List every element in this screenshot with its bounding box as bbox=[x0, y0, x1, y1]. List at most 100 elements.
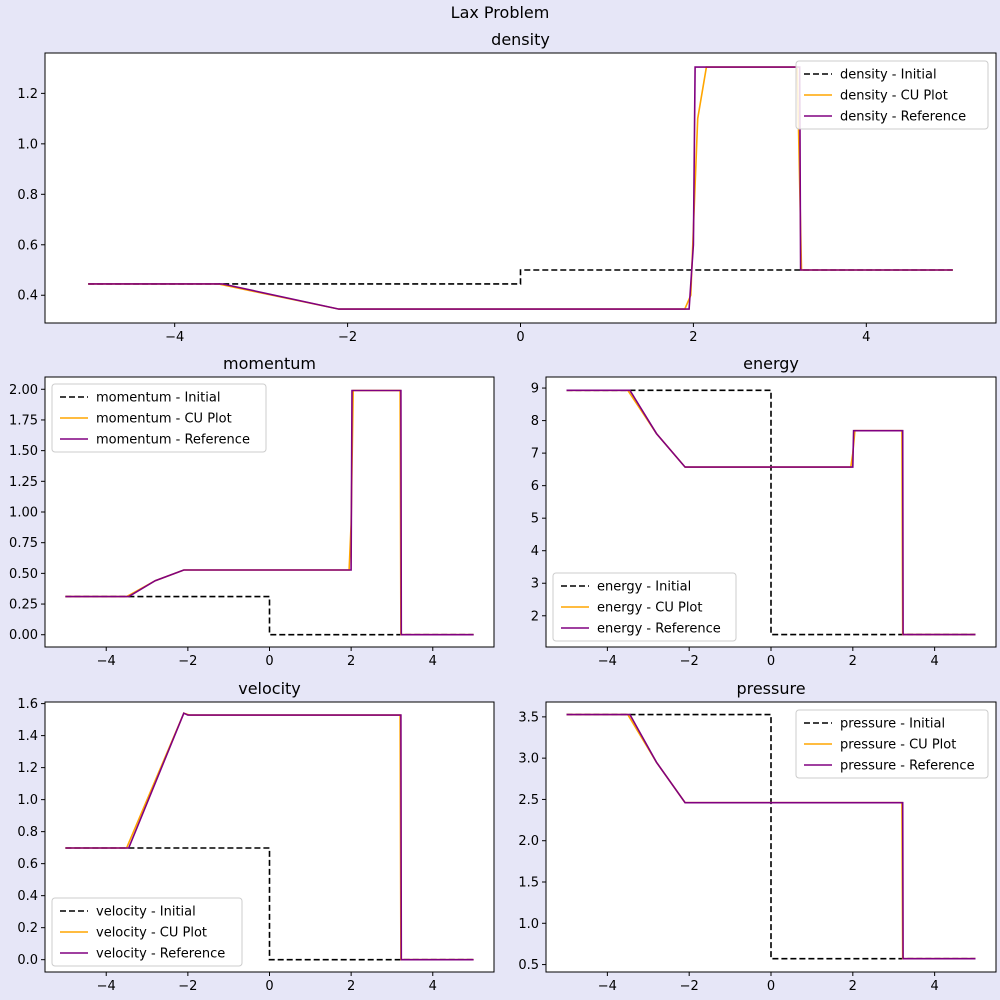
y-tick-label: 8 bbox=[531, 414, 539, 429]
legend-label: density - Reference bbox=[840, 110, 966, 125]
figure-title: Lax Problem bbox=[451, 3, 550, 22]
x-tick-label: 0 bbox=[767, 979, 775, 994]
x-tick-label: 4 bbox=[930, 654, 938, 669]
legend-label: velocity - Initial bbox=[96, 905, 196, 920]
legend-label: momentum - Reference bbox=[96, 433, 250, 448]
y-tick-label: 0.8 bbox=[17, 825, 38, 840]
x-tick-label: 4 bbox=[429, 654, 437, 669]
chart-density: density −4 −2 0 2 4 0.4 0.6 0.8 1.0 1.2 density - I… bbox=[17, 30, 997, 345]
y-tick-label: 0.0 bbox=[17, 953, 38, 968]
series-line-reference bbox=[65, 712, 474, 961]
legend-label: velocity - CU Plot bbox=[96, 926, 207, 941]
legend-box bbox=[795, 60, 989, 130]
axes-frame bbox=[44, 701, 495, 973]
x-tick-label: 2 bbox=[689, 330, 697, 345]
y-tick-label: 4 bbox=[531, 544, 539, 559]
legend-box bbox=[552, 572, 737, 642]
axes-frame bbox=[545, 376, 997, 648]
y-tick-label: 1.4 bbox=[17, 729, 38, 744]
y-tick-label: 0.5 bbox=[518, 958, 539, 973]
x-tick-label: 4 bbox=[930, 979, 938, 994]
y-tick-label: 1.0 bbox=[518, 917, 539, 932]
legend: momentum - Initial momentum - CU Plot mome… bbox=[51, 383, 267, 453]
series-line-reference bbox=[566, 389, 976, 636]
legend-box bbox=[795, 709, 989, 779]
y-tick-label: 1.5 bbox=[518, 876, 539, 891]
y-tick-label: 0.75 bbox=[9, 536, 38, 551]
y-tick-label: 0.50 bbox=[9, 567, 38, 582]
legend-label: momentum - CU Plot bbox=[96, 412, 232, 427]
x-tick-label: 0 bbox=[516, 330, 524, 345]
x-tick-label: 2 bbox=[849, 654, 857, 669]
legend-label: pressure - CU Plot bbox=[840, 738, 956, 753]
y-tick-label: 1.0 bbox=[17, 137, 38, 152]
x-tick-label: −2 bbox=[338, 330, 357, 345]
series-line-reference bbox=[88, 66, 953, 310]
y-tick-label: 0.2 bbox=[17, 921, 38, 936]
series-line-initial bbox=[566, 389, 976, 636]
chart-pressure: pressure −4 −2 0 2 4 0.5 1.0 1.5 2.0 2.5 3.0 3.5 pres… bbox=[518, 679, 997, 994]
legend-label: energy - Initial bbox=[597, 580, 691, 595]
x-tick-label: 0 bbox=[767, 654, 775, 669]
chart-title: velocity bbox=[238, 679, 301, 698]
y-tick-label: 1.0 bbox=[17, 793, 38, 808]
chart-title: momentum bbox=[223, 354, 316, 373]
x-tick-label: −4 bbox=[165, 330, 184, 345]
legend: velocity - Initial velocity - CU Plot velo… bbox=[51, 897, 243, 967]
chart-title: density bbox=[491, 30, 550, 49]
axes-frame bbox=[545, 701, 997, 973]
x-tick-label: −2 bbox=[680, 979, 699, 994]
y-tick-label: 3 bbox=[531, 577, 539, 592]
legend-label: pressure - Initial bbox=[840, 717, 945, 732]
y-tick-label: 0.6 bbox=[17, 238, 38, 253]
legend-label: energy - Reference bbox=[597, 622, 721, 637]
series-line-initial bbox=[65, 847, 474, 961]
series-line-initial bbox=[88, 269, 953, 285]
y-tick-label: 1.2 bbox=[17, 761, 38, 776]
legend-label: momentum - Initial bbox=[96, 391, 220, 406]
chart-momentum: momentum −4 −2 0 2 4 0.00 0.25 0.50 0.75 1.00 1.25 1… bbox=[9, 354, 495, 669]
x-tick-label: −2 bbox=[178, 654, 197, 669]
y-tick-label: 1.00 bbox=[9, 506, 38, 521]
y-tick-label: 0.4 bbox=[17, 889, 38, 904]
legend: energy - Initial energy - CU Plot energy -… bbox=[552, 572, 737, 642]
x-tick-label: −4 bbox=[97, 654, 116, 669]
y-tick-label: 0.8 bbox=[17, 188, 38, 203]
x-tick-label: 0 bbox=[265, 654, 273, 669]
y-tick-label: 9 bbox=[531, 382, 539, 397]
y-tick-label: 3.5 bbox=[518, 710, 539, 725]
series-line-reference bbox=[566, 713, 976, 960]
x-tick-label: 2 bbox=[347, 979, 355, 994]
y-tick-label: 0.4 bbox=[17, 289, 38, 304]
y-tick-label: 1.50 bbox=[9, 444, 38, 459]
y-tick-label: 0.25 bbox=[9, 598, 38, 613]
x-tick-label: −4 bbox=[598, 979, 617, 994]
y-tick-label: 2.00 bbox=[9, 383, 38, 398]
legend-label: density - Initial bbox=[840, 68, 937, 83]
y-tick-label: 1.75 bbox=[9, 413, 38, 428]
y-tick-label: 5 bbox=[531, 512, 539, 527]
y-tick-label: 2 bbox=[531, 609, 539, 624]
series-line-initial bbox=[65, 595, 474, 636]
axes-frame bbox=[44, 52, 997, 324]
y-tick-label: 7 bbox=[531, 447, 539, 462]
legend: density - Initial density - CU Plot densit… bbox=[795, 60, 989, 130]
y-tick-label: 6 bbox=[531, 479, 539, 494]
series-line-initial bbox=[566, 713, 976, 960]
series-line-reference bbox=[65, 389, 474, 636]
legend-box bbox=[51, 897, 243, 967]
chart-title: energy bbox=[743, 354, 799, 373]
chart-velocity: velocity −4 −2 0 2 4 0.0 0.2 0.4 0.6 0.8 1.0 1.2 1.4 1… bbox=[17, 679, 495, 994]
x-tick-label: −4 bbox=[97, 979, 116, 994]
legend: pressure - Initial pressure - CU Plot pres… bbox=[795, 709, 989, 779]
legend-label: pressure - Reference bbox=[840, 759, 975, 774]
x-tick-label: −2 bbox=[680, 654, 699, 669]
chart-title: pressure bbox=[736, 679, 805, 698]
y-tick-label: 2.5 bbox=[518, 793, 539, 808]
x-tick-label: −2 bbox=[178, 979, 197, 994]
y-tick-label: 1.6 bbox=[17, 697, 38, 712]
x-tick-label: 2 bbox=[849, 979, 857, 994]
